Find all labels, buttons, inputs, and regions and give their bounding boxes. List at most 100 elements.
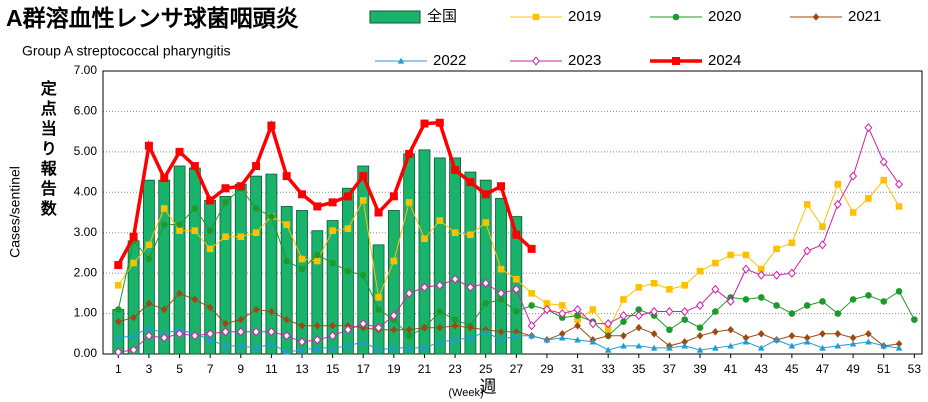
marker [681, 342, 689, 349]
legend-label: 全国 [427, 7, 457, 25]
marker [604, 326, 612, 334]
marker [512, 230, 521, 239]
marker [819, 223, 826, 230]
marker [206, 303, 214, 312]
marker [528, 332, 535, 339]
y-tick-label: 6.00 [74, 104, 98, 118]
marker [314, 251, 321, 259]
marker [145, 241, 153, 249]
marker [421, 323, 428, 332]
marker [650, 329, 658, 338]
marker [451, 274, 460, 284]
marker [268, 307, 275, 316]
marker [635, 306, 643, 313]
marker [635, 283, 643, 291]
marker [527, 244, 536, 253]
marker [466, 178, 475, 187]
legend-label: 2021 [848, 8, 881, 25]
marker [819, 298, 826, 305]
marker [849, 296, 857, 303]
legend-swatch [369, 10, 421, 24]
marker [115, 306, 122, 313]
marker [757, 294, 765, 301]
marker [497, 182, 506, 191]
marker [115, 334, 122, 341]
marker [405, 344, 413, 351]
marker [206, 245, 214, 253]
x-tick-label: 51 [877, 362, 891, 376]
marker [696, 324, 704, 332]
marker [375, 294, 382, 301]
marker [558, 302, 566, 309]
x-tick-label: 5 [176, 362, 183, 376]
marker [115, 281, 122, 289]
marker [481, 278, 490, 288]
marker [237, 342, 245, 349]
marker [497, 296, 505, 303]
marker [497, 288, 505, 298]
marker [314, 344, 321, 351]
marker [252, 229, 260, 237]
marker [329, 321, 336, 330]
marker [527, 321, 536, 331]
marker [865, 195, 872, 202]
marker [298, 346, 306, 353]
marker [727, 251, 734, 259]
x-tick-label: 17 [357, 362, 371, 376]
bar [311, 230, 324, 355]
marker [268, 213, 275, 220]
marker [467, 323, 474, 332]
marker [742, 334, 750, 342]
marker [911, 316, 918, 323]
marker [742, 338, 750, 345]
marker [757, 344, 765, 351]
marker [666, 344, 673, 351]
bar [403, 153, 416, 355]
marker [206, 227, 214, 234]
marker [497, 336, 505, 343]
marker [619, 311, 628, 321]
marker [819, 329, 826, 338]
marker [298, 190, 307, 199]
marker [397, 57, 405, 64]
marker [865, 292, 872, 299]
x-tick-label: 19 [387, 362, 401, 376]
marker [298, 337, 306, 347]
bar [433, 157, 446, 355]
marker [467, 231, 474, 239]
marker [236, 327, 245, 337]
x-tick-label: 21 [418, 362, 432, 376]
x-tick-label: 11 [265, 362, 278, 376]
marker [436, 323, 444, 332]
marker [757, 329, 765, 338]
x-tick-label: 49 [846, 362, 860, 376]
marker [532, 13, 540, 21]
marker [405, 199, 413, 206]
marker [879, 157, 888, 167]
marker [374, 323, 383, 333]
marker [666, 286, 673, 293]
marker [620, 342, 627, 349]
marker [665, 306, 674, 317]
marker [574, 312, 581, 319]
marker [115, 317, 122, 326]
marker [390, 325, 398, 334]
marker [681, 338, 689, 346]
marker [344, 267, 352, 275]
marker [191, 295, 199, 304]
marker [712, 344, 719, 351]
marker [497, 327, 505, 336]
marker [532, 56, 540, 66]
x-tick-label: 35 [632, 362, 646, 376]
marker [160, 174, 169, 183]
marker [803, 302, 811, 309]
marker [129, 232, 138, 241]
marker [757, 265, 765, 273]
marker [773, 336, 780, 343]
bar [250, 175, 262, 355]
marker [175, 147, 184, 156]
marker [604, 319, 613, 329]
marker [880, 298, 888, 305]
marker [329, 227, 336, 234]
